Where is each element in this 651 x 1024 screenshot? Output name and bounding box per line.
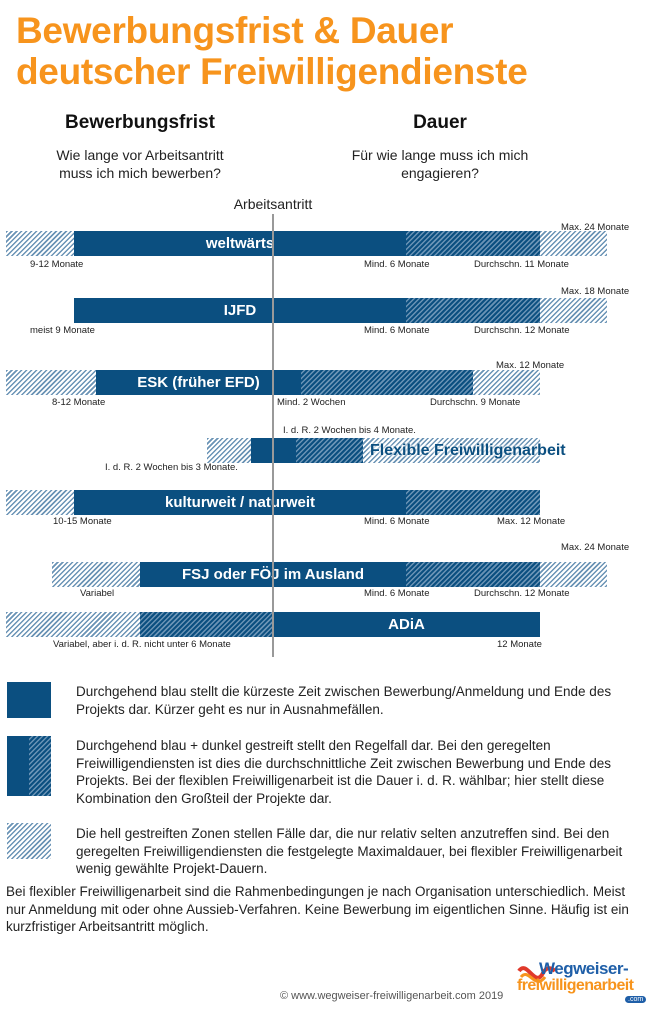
bar-name: kulturweit / naturweit: [164, 494, 315, 511]
bar-name: weltwärts: [205, 235, 275, 252]
min-label: Mind. 2 Wochen: [277, 397, 346, 408]
copyright: © www.wegweiser-freiwilligenarbeit.com 2…: [280, 990, 504, 1002]
min-label: Mind. 6 Monate: [364, 259, 430, 270]
title-line-1: Bewerbungsfrist & Dauer: [16, 10, 454, 51]
bar-name: ESK (früher EFD): [137, 374, 260, 391]
application-label: 10-15 Monate: [53, 516, 112, 527]
legend-text: Durchgehend blau + dunkel gestreift stel…: [76, 738, 612, 806]
application-label: 8-12 Monate: [52, 397, 106, 408]
logo-line-1: Wegweiser-: [539, 959, 629, 978]
max-label: Max. 24 Monate: [561, 222, 630, 233]
left-sub-line: Wie lange vor Arbeitsantritt: [56, 147, 224, 163]
title: Bewerbungsfrist & Dauer deutscher Freiwi…: [16, 10, 528, 92]
bar-name: IJFD: [223, 302, 257, 319]
segment-rare: [6, 612, 140, 637]
swatch-dark-part: [29, 736, 51, 796]
segment-rare: [363, 438, 540, 463]
legend-text: Durchgehend blau stellt die kürzeste Zei…: [76, 684, 612, 717]
right-sub-line: engagieren?: [401, 165, 479, 181]
segment-typical: [406, 231, 540, 256]
logo-swoosh-icon: [517, 966, 557, 983]
application-label: Variabel, aber i. d. R. nicht unter 6 Mo…: [53, 639, 231, 650]
swatch-solid-part: [7, 736, 29, 796]
segment-rare: [540, 231, 607, 256]
application-label: 9-12 Monate: [30, 259, 84, 270]
segment-typical: [301, 370, 473, 395]
duration-label: 12 Monate: [497, 639, 542, 650]
max-label: Max. 12 Monate: [496, 360, 565, 371]
application-label: Variabel: [80, 588, 115, 599]
avg-label: Durchschn. 9 Monate: [430, 397, 521, 408]
logo: Wegweiser- freiwilligenarbeit .com: [517, 955, 647, 1015]
max-label: Max. 12 Monate: [497, 516, 566, 527]
segment-minimum: [74, 298, 406, 323]
segment-rare: [540, 298, 607, 323]
application-label: meist 9 Monate: [30, 325, 95, 336]
segment-rare: [6, 370, 96, 395]
right-sub-line: Für wie lange muss ich mich: [351, 147, 529, 163]
avg-label: Durchschn. 12 Monate: [474, 325, 570, 336]
footnote: Bei flexibler Freiwilligenarbeit sind di…: [6, 884, 629, 934]
legend-swatch-solid-dark: [7, 736, 51, 796]
right-subtitle: Für wie lange muss ich mich engagieren?: [320, 146, 560, 182]
segment-minimum: [74, 231, 406, 256]
segment-typical: [406, 298, 540, 323]
left-sub-line: muss ich mich bewerben?: [59, 165, 221, 181]
segment-typical: [406, 490, 540, 515]
min-label: Mind. 6 Monate: [364, 325, 430, 336]
segment-minimum: [273, 612, 540, 637]
start-axis-line: [272, 214, 274, 657]
avg-label: Durchschn. 12 Monate: [474, 588, 570, 599]
avg-label: Durchschn. 11 Monate: [474, 259, 569, 270]
segment-rare: [207, 438, 251, 463]
max-label: Max. 24 Monate: [561, 542, 630, 553]
duration-label: I. d. R. 2 Wochen bis 4 Monate.: [283, 425, 416, 436]
segment-typical: [296, 438, 363, 463]
left-subtitle: Wie lange vor Arbeitsantritt muss ich mi…: [20, 146, 260, 182]
segment-minimum: [74, 490, 406, 515]
legend-swatch-solid: [7, 682, 51, 718]
segment-typical: [406, 562, 540, 587]
logo-line-2: freiwilligenarbeit: [517, 977, 634, 994]
max-label: Max. 18 Monate: [561, 286, 630, 297]
bar-name: Flexible Freiwilligenarbeit: [370, 442, 566, 459]
segment-rare: [52, 562, 140, 587]
segment-rare: [6, 231, 74, 256]
min-label: Mind. 6 Monate: [364, 588, 430, 599]
segment-rare: [473, 370, 540, 395]
right-heading: Dauer: [413, 112, 467, 133]
logo-line-3: .com: [625, 996, 647, 1003]
bar-name: ADiA: [388, 616, 425, 633]
segment-rare: [6, 490, 74, 515]
application-label: I. d. R. 2 Wochen bis 3 Monate.: [105, 462, 238, 473]
segment-rare: [540, 562, 607, 587]
axis-label: Arbeitsantritt: [233, 196, 313, 212]
segment-typical: [140, 612, 273, 637]
legend-swatch-light: [7, 823, 51, 859]
title-line-2: deutscher Freiwilligendienste: [16, 51, 528, 92]
left-heading: Bewerbungsfrist: [65, 112, 215, 133]
segment-minimum: [96, 370, 301, 395]
min-label: Mind. 6 Monate: [364, 516, 430, 527]
legend-text: Die hell gestreiften Zonen stellen Fälle…: [76, 826, 623, 876]
